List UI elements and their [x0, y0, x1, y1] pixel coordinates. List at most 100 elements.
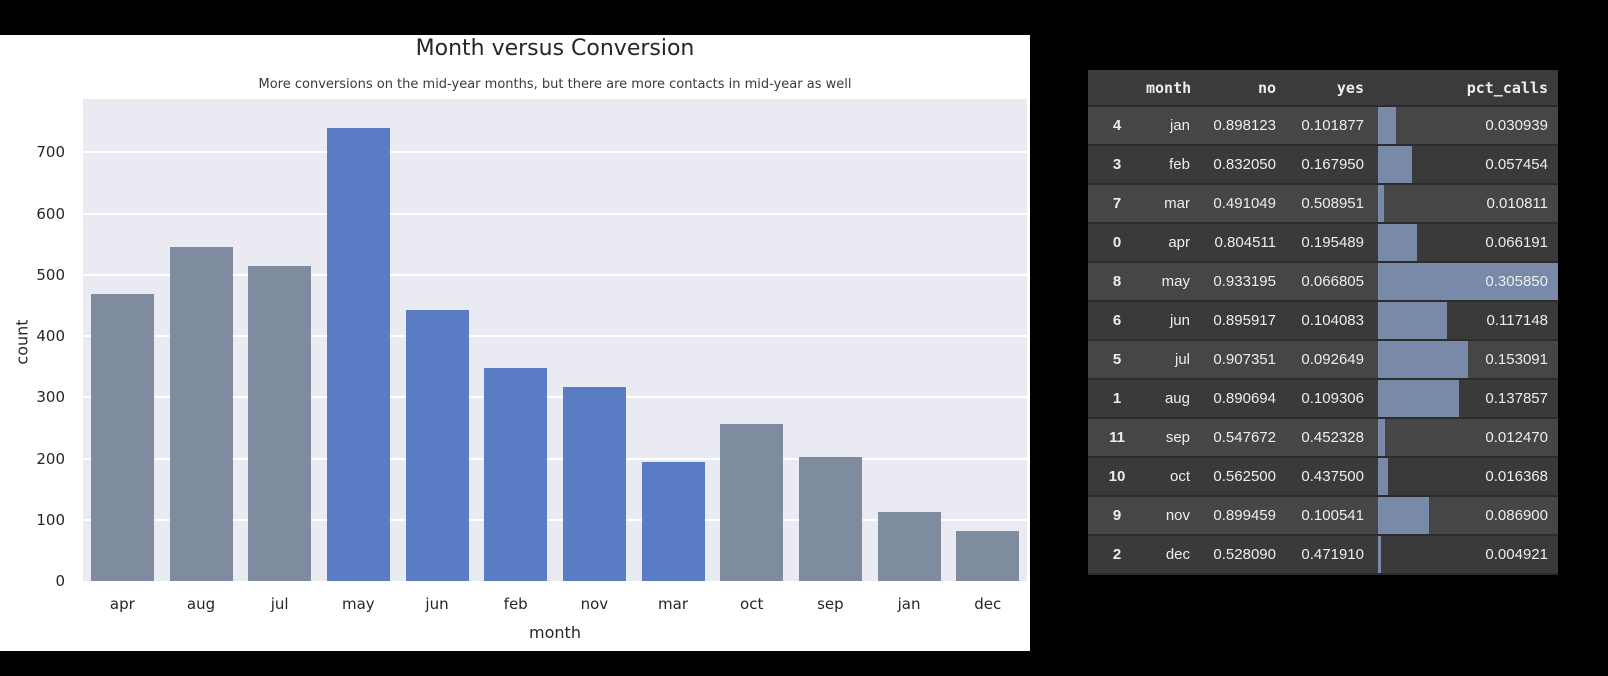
- no-cell: 0.890694: [1213, 390, 1276, 407]
- bar-oct: [720, 424, 784, 581]
- no-cell: 0.528090: [1213, 546, 1276, 563]
- pct-cell: 0.117148: [1370, 302, 1558, 339]
- bar-slot-mar: [634, 99, 713, 581]
- pct-data-bar: [1378, 419, 1386, 456]
- bar-slot-dec: [948, 99, 1027, 581]
- bar-slot-may: [319, 99, 398, 581]
- no-cell: 0.562500: [1213, 468, 1276, 485]
- month-cell: apr: [1168, 234, 1190, 251]
- pct-data-bar: [1378, 536, 1381, 573]
- no-cell: 0.547672: [1213, 429, 1276, 446]
- table-row-feb: 3 feb 0.832050 0.167950 0.057454: [1088, 146, 1558, 185]
- pct-value: 0.012470: [1485, 429, 1548, 446]
- header-pct-label: pct_calls: [1466, 78, 1548, 97]
- pct-cell: 0.066191: [1370, 224, 1558, 261]
- row-index-cell: 0: [1112, 234, 1122, 251]
- x-tick-label-jun: jun: [425, 595, 449, 613]
- table-header-cell-yes: yes: [1336, 78, 1364, 97]
- bar-feb: [484, 367, 548, 581]
- month-cell: oct: [1169, 468, 1190, 485]
- yes-cell: 0.437500: [1301, 468, 1364, 485]
- x-tick-label-jul: jul: [270, 595, 289, 613]
- x-tick-label-oct: oct: [740, 595, 764, 613]
- pct-data-bar: [1378, 302, 1447, 339]
- pct-value: 0.057454: [1485, 156, 1548, 173]
- bar-jun: [405, 310, 469, 581]
- row-index-cell: 5: [1112, 351, 1122, 368]
- pct-cell: 0.086900: [1370, 497, 1558, 534]
- x-tick-label-jan: jan: [897, 595, 921, 613]
- bar-jul: [248, 266, 312, 581]
- x-tick-label-mar: mar: [658, 595, 689, 613]
- row-index-cell: 6: [1112, 312, 1122, 329]
- pct-cell: 0.153091: [1370, 341, 1558, 378]
- table-row-jan: 4 jan 0.898123 0.101877 0.030939: [1088, 107, 1558, 146]
- y-tick-label: 100: [36, 510, 65, 529]
- pct-cell: 0.010811: [1370, 185, 1558, 222]
- pct-value: 0.305850: [1485, 273, 1548, 290]
- bar-slot-nov: [555, 99, 634, 581]
- bar-slot-oct: [712, 99, 791, 581]
- pct-cell: 0.030939: [1370, 107, 1558, 144]
- row-index-cell: 3: [1112, 156, 1122, 173]
- pct-value: 0.016368: [1485, 468, 1548, 485]
- bar-nov: [562, 387, 626, 581]
- pct-data-bar: [1378, 224, 1417, 261]
- x-tick-label-may: may: [342, 595, 375, 613]
- chart-subtitle: More conversions on the mid-year months,…: [258, 77, 852, 92]
- table-row-may: 8 may 0.933195 0.066805 0.305850: [1088, 263, 1558, 302]
- month-cell: dec: [1165, 546, 1190, 563]
- x-tick-label-feb: feb: [503, 595, 528, 613]
- pct-data-bar: [1378, 380, 1460, 417]
- chart-title: Month versus Conversion: [415, 36, 695, 61]
- yes-cell: 0.100541: [1301, 507, 1364, 524]
- pct-cell: 0.016368: [1370, 458, 1558, 495]
- table-header-cell-month: month: [1146, 78, 1192, 97]
- bar-slot-aug: [162, 99, 241, 581]
- table-header-cell-pct_calls: pct_calls: [1370, 70, 1558, 105]
- no-cell: 0.804511: [1214, 234, 1276, 251]
- x-tick-label-aug: aug: [186, 595, 216, 613]
- yes-cell: 0.092649: [1301, 351, 1364, 368]
- row-index-cell: 2: [1112, 546, 1122, 563]
- plot-area: [83, 99, 1027, 581]
- table-row-oct: 10 oct 0.562500 0.437500 0.016368: [1088, 458, 1558, 497]
- no-cell: 0.832050: [1213, 156, 1276, 173]
- bar-may: [326, 127, 390, 581]
- dataframe-table: month no yes pct_calls 4 jan 0.898123 0.101877…: [1088, 70, 1558, 575]
- x-axis-ticks: apr aug jul may jun feb nov mar oct sep jan dec: [83, 595, 1027, 613]
- pct-data-bar: [1378, 263, 1558, 300]
- bar-jan: [877, 512, 941, 581]
- y-tick-label: 600: [36, 204, 65, 223]
- y-axis-label: count: [12, 319, 32, 365]
- table-body: 4 jan 0.898123 0.101877 0.030939 3 feb 0.832050…: [1088, 107, 1558, 575]
- gridline: [83, 396, 1027, 399]
- bar-slot-jun: [398, 99, 477, 581]
- bar-slot-sep: [791, 99, 870, 581]
- table-header-row: month no yes pct_calls: [1088, 70, 1558, 107]
- pct-value: 0.117148: [1486, 312, 1548, 329]
- bar-slot-apr: [83, 99, 162, 581]
- x-axis-label: month: [529, 623, 581, 642]
- bar-apr: [90, 294, 154, 581]
- table-row-jul: 5 jul 0.907351 0.092649 0.153091: [1088, 341, 1558, 380]
- gridline: [83, 518, 1027, 521]
- pct-cell: 0.057454: [1370, 146, 1558, 183]
- yes-cell: 0.195489: [1301, 234, 1364, 251]
- row-index-cell: 8: [1112, 273, 1122, 290]
- pct-value: 0.004921: [1485, 546, 1548, 563]
- no-cell: 0.907351: [1213, 351, 1276, 368]
- gridline: [83, 335, 1027, 338]
- yes-cell: 0.471910: [1301, 546, 1364, 563]
- table-row-dec: 2 dec 0.528090 0.471910 0.004921: [1088, 536, 1558, 575]
- pct-value: 0.086900: [1485, 507, 1548, 524]
- x-tick-label-nov: nov: [580, 595, 609, 613]
- pct-value: 0.153091: [1485, 351, 1548, 368]
- row-index-cell: 10: [1108, 468, 1126, 485]
- y-tick-label: 700: [36, 143, 65, 162]
- x-tick-label-apr: apr: [109, 595, 135, 613]
- month-cell: mar: [1164, 195, 1190, 212]
- yes-cell: 0.066805: [1301, 273, 1364, 290]
- month-cell: sep: [1165, 429, 1190, 446]
